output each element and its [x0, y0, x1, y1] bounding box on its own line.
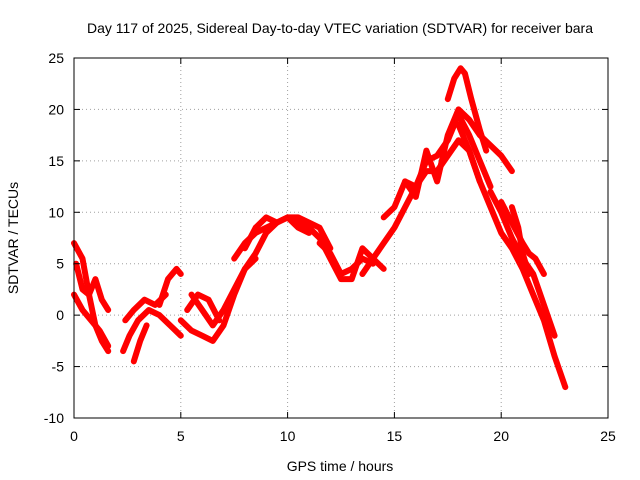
series-arc-16: [380, 111, 494, 221]
y-tick-label: 5: [56, 256, 64, 272]
x-tick-label: 5: [177, 428, 185, 444]
x-tick-label: 10: [280, 428, 296, 444]
series-arc-18: [444, 65, 490, 154]
x-axis-label: GPS time / hours: [287, 458, 394, 474]
data-series: [71, 65, 569, 391]
series-arc-4: [120, 307, 184, 355]
chart-title: Day 117 of 2025, Sidereal Day-to-day VTE…: [87, 20, 593, 36]
y-tick-label: 20: [48, 101, 64, 117]
series-arc-12: [231, 214, 312, 262]
y-tick-label: -5: [52, 359, 65, 375]
x-tick-label: 15: [387, 428, 403, 444]
series-arc-17: [402, 106, 515, 200]
y-tick-label: -10: [44, 410, 64, 426]
series-arc-3: [73, 260, 112, 313]
x-tick-label: 20: [493, 428, 509, 444]
grid-lines: [74, 58, 608, 418]
series-arc-14: [316, 240, 376, 277]
x-tick-label: 0: [70, 428, 78, 444]
y-tick-label: 15: [48, 153, 64, 169]
series-arc-8: [177, 219, 280, 344]
series-arc-10: [184, 291, 223, 324]
series-arc-21: [498, 199, 547, 277]
series-arc-9: [188, 255, 259, 329]
x-tick-label: 25: [600, 428, 616, 444]
series-arc-19: [455, 121, 569, 391]
plot-frame: [73, 57, 609, 419]
series-arc-6: [156, 265, 184, 308]
y-tick-label: 0: [56, 307, 64, 323]
y-axis-label: SDTVAR / TECUs: [5, 182, 21, 294]
axis-ticks: 0 5 10 15 20 25 -10 -5 0 5 10 15 20 25: [44, 50, 616, 444]
series-arc-20: [487, 188, 558, 339]
series-arc-22: [508, 204, 532, 277]
y-tick-label: 25: [48, 50, 64, 66]
series-arc-2: [71, 291, 112, 349]
series-arc-7: [130, 322, 150, 365]
y-tick-label: 10: [48, 204, 64, 220]
